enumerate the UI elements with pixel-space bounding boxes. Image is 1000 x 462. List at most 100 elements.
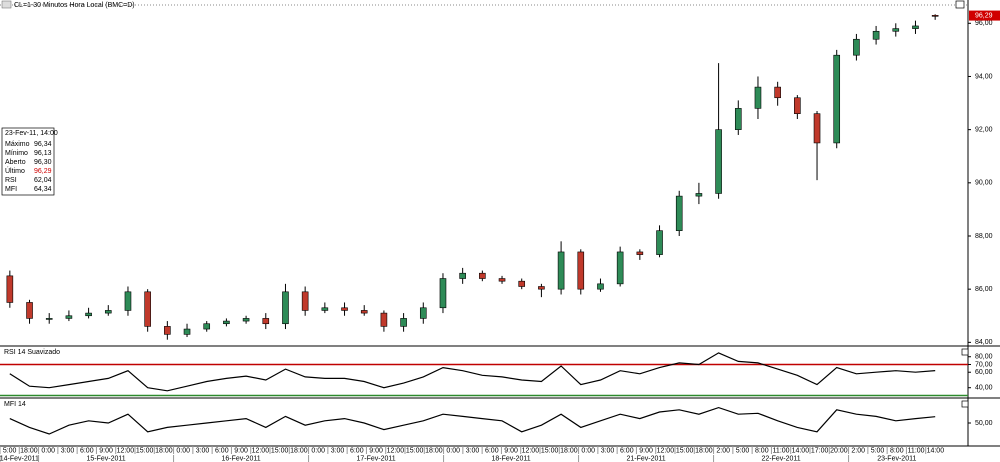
x-tick-label: 6:00 <box>350 447 364 454</box>
x-tick-label: 9:00 <box>369 447 383 454</box>
candle-body <box>774 86 781 99</box>
x-tick-label: 0:00 <box>446 447 460 454</box>
candle-body <box>872 30 880 40</box>
info-label: MFI <box>5 186 17 193</box>
x-tick-label: 18:00 <box>695 447 713 454</box>
candle-body <box>400 318 407 327</box>
candle-body <box>380 312 388 327</box>
candle-body <box>695 193 703 197</box>
candle-body <box>282 291 289 325</box>
x-tick-label: 2:00 <box>716 447 730 454</box>
candle-body <box>597 283 604 290</box>
candle-body <box>734 108 742 130</box>
x-tick-label: 3:00 <box>331 447 345 454</box>
info-label: Aberto <box>5 159 26 166</box>
candle-body <box>26 302 33 319</box>
x-tick-label: 5:00 <box>3 447 17 454</box>
y-tick-label: 40,00 <box>975 385 993 392</box>
candle-body <box>6 275 14 303</box>
x-tick-label: 12:00 <box>657 447 675 454</box>
x-tick-label: 5:00 <box>871 447 885 454</box>
y-tick-label: 88,00 <box>975 233 993 240</box>
symbol-icon[interactable] <box>1 0 12 9</box>
x-tick-label: 9:00 <box>99 447 113 454</box>
pane-title: RSI 14 Suavizado <box>4 349 60 356</box>
candle-body <box>813 113 821 144</box>
x-tick-label: 3:00 <box>61 447 75 454</box>
candle-body <box>518 280 526 287</box>
y-tick-label: 94,00 <box>975 73 993 80</box>
date-label: 21-Fev-2011 <box>626 455 665 462</box>
x-tick-label: 12:00 <box>522 447 540 454</box>
candle-body <box>45 318 53 320</box>
info-value: 96,29 <box>34 168 52 175</box>
y-tick-label: 60,00 <box>975 369 993 376</box>
x-tick-label: 12:00 <box>387 447 405 454</box>
candle-body <box>794 97 801 114</box>
date-label: 15-Fev-2011 <box>86 455 125 462</box>
y-tick-label: 70,00 <box>975 361 993 368</box>
info-value: 62,04 <box>34 177 52 184</box>
x-tick-label: 0:00 <box>176 447 190 454</box>
info-value: 96,13 <box>34 150 52 157</box>
x-tick-label: 2:00 <box>851 447 865 454</box>
info-label: Máximo <box>5 141 30 148</box>
maximize-button[interactable] <box>961 348 969 356</box>
candle-body <box>833 54 841 144</box>
candle-body <box>538 286 545 290</box>
info-label: RSI <box>5 177 17 184</box>
candle-body <box>439 278 447 309</box>
x-tick-label: 18:00 <box>560 447 578 454</box>
maximize-button[interactable] <box>955 0 965 9</box>
candle-body <box>65 315 73 319</box>
date-label: 22-Fev-2011 <box>761 455 800 462</box>
x-tick-label: 15:00 <box>136 447 154 454</box>
y-tick-label: 80,00 <box>975 354 993 361</box>
x-tick-label: 3:00 <box>466 447 480 454</box>
y-tick-label: 50,00 <box>975 420 993 427</box>
candle-body <box>144 291 151 327</box>
candle-body <box>203 323 211 330</box>
info-panel: 23-Fev-11, 14:00 Máximo 96,34 Mínimo 96,13 A… <box>1 127 58 196</box>
date-label: 14-Fev-2011 <box>0 455 39 462</box>
candle-body <box>636 251 644 255</box>
y-tick-label: 90,00 <box>975 180 993 187</box>
x-tick-label: 15:00 <box>271 447 289 454</box>
info-label: Mínimo <box>5 150 28 157</box>
candle-body <box>360 310 368 314</box>
x-tick-label: 18:00 <box>20 447 38 454</box>
maximize-button[interactable] <box>961 400 969 408</box>
candle-body <box>616 251 624 285</box>
x-tick-label: 14:00 <box>927 447 945 454</box>
candle-body <box>656 230 663 255</box>
y-tick-label: 84,00 <box>975 339 993 346</box>
candle-body <box>853 38 860 56</box>
x-tick-label: 17:00 <box>811 447 829 454</box>
candle-body <box>912 25 919 29</box>
x-tick-label: 6:00 <box>215 447 229 454</box>
candle-body <box>675 195 683 231</box>
indicator-line <box>9 352 936 392</box>
last-price-box <box>969 10 1000 21</box>
y-tick-label: 92,00 <box>975 126 993 133</box>
x-tick-label: 8:00 <box>890 447 904 454</box>
candle-body <box>301 291 309 311</box>
x-tick-label: 9:00 <box>504 447 518 454</box>
candle-body <box>321 307 329 311</box>
x-tick-label: 15:00 <box>541 447 559 454</box>
x-tick-label: 14:00 <box>792 447 810 454</box>
candle-body <box>754 86 762 109</box>
candle-body <box>124 291 132 311</box>
candle-body <box>892 28 900 32</box>
info-title: 23-Fev-11, 14:00 <box>5 130 58 137</box>
x-tick-label: 8:00 <box>755 447 769 454</box>
candle-body <box>557 251 565 290</box>
date-label: 17-Fev-2011 <box>356 455 395 462</box>
chart-title: CL=1-30 Minutos Hora Local (BMC=D) <box>14 2 135 9</box>
info-box <box>1 127 55 196</box>
candle-body <box>479 272 486 279</box>
info-value: 96,34 <box>34 141 52 148</box>
indicator-line <box>9 406 936 435</box>
